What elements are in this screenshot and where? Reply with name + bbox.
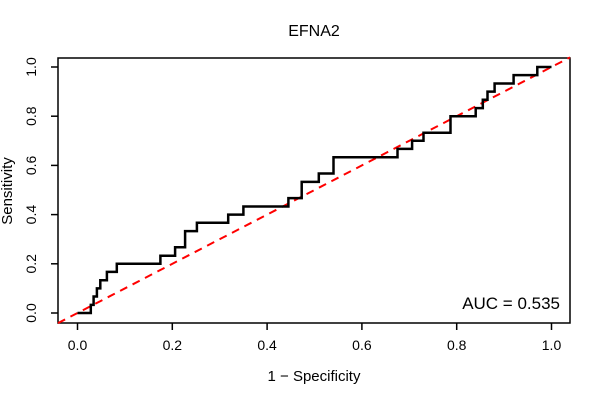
x-tick-label: 1.0	[542, 337, 562, 353]
y-tick-label: 1.0	[23, 57, 39, 77]
series-layer	[57, 56, 571, 325]
y-tick-label: 0.4	[23, 205, 39, 225]
x-tick-label: 0.8	[447, 337, 467, 353]
x-tick-label: 0.4	[257, 337, 277, 353]
y-tick-label: 0.0	[23, 303, 39, 323]
x-tick-label: 0.2	[163, 337, 183, 353]
y-tick-label: 0.2	[23, 254, 39, 274]
y-tick-label: 0.8	[23, 106, 39, 126]
x-tick-label: 0.6	[352, 337, 372, 353]
y-axis-label: Sensitivity	[0, 157, 16, 225]
roc-curve	[77, 65, 552, 315]
x-tick-label: 0.0	[68, 337, 88, 353]
x-axis-ticks: 0.0 0.2 0.4 0.6 0.8 1.0	[68, 323, 562, 353]
plot-box	[57, 57, 571, 324]
x-axis-label: 1 − Specificity	[268, 368, 361, 385]
chart-title: EFNA2	[288, 23, 340, 40]
y-axis-ticks: 0.0 0.2 0.4 0.6 0.8 1.0	[23, 57, 58, 323]
auc-annotation: AUC = 0.535	[462, 294, 560, 313]
y-tick-label: 0.6	[23, 155, 39, 175]
chance-diagonal-line	[57, 56, 571, 325]
